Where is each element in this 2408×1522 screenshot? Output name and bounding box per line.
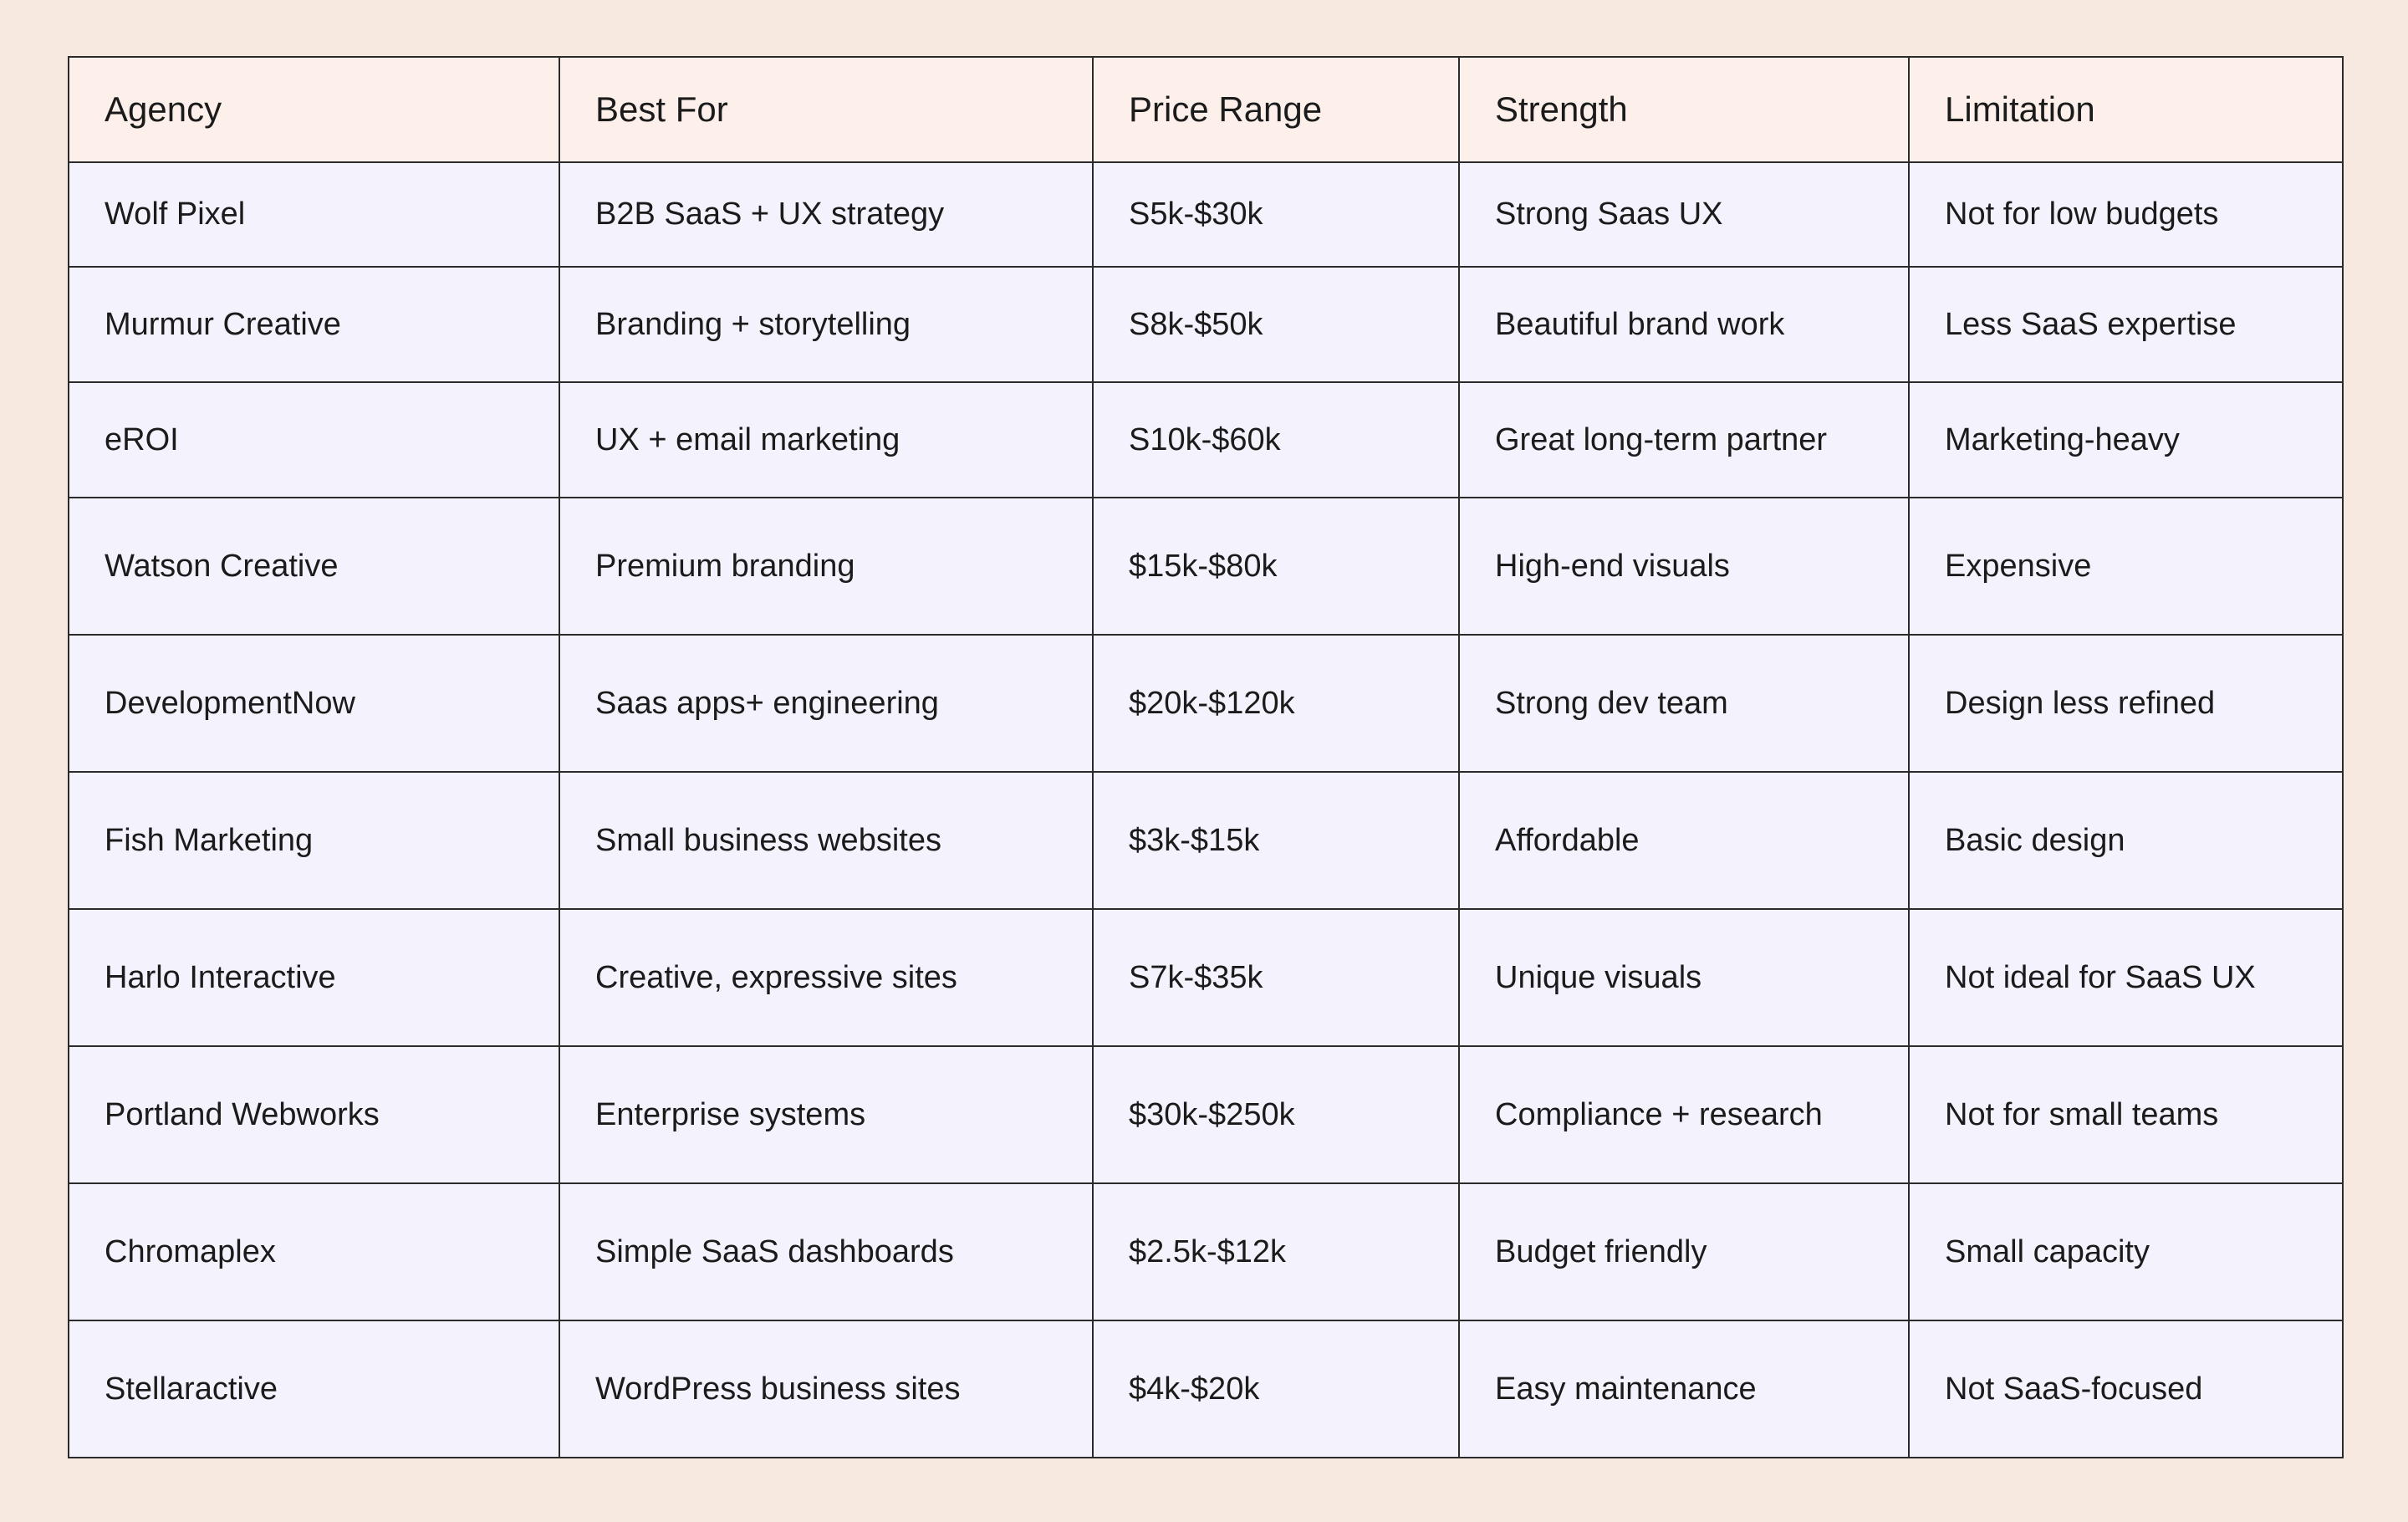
cell-best-for: B2B SaaS + UX strategy — [559, 161, 1094, 268]
cell-limitation: Not SaaS-focused — [1908, 1320, 2344, 1458]
cell-strength: Affordable — [1458, 771, 1910, 910]
cell-best-for: Creative, expressive sites — [559, 908, 1094, 1047]
cell-price-range: S8k-$50k — [1092, 266, 1460, 383]
cell-best-for: Small business websites — [559, 771, 1094, 910]
table-row: Stellaractive WordPress business sites $… — [68, 1320, 2344, 1458]
cell-agency: Fish Marketing — [68, 771, 560, 910]
cell-price-range: $3k-$15k — [1092, 771, 1460, 910]
cell-limitation: Less SaaS expertise — [1908, 266, 2344, 383]
cell-limitation: Small capacity — [1908, 1182, 2344, 1321]
table-row: Wolf Pixel B2B SaaS + UX strategy S5k-$3… — [68, 161, 2344, 268]
column-header-agency: Agency — [68, 56, 560, 163]
table-row: Harlo Interactive Creative, expressive s… — [68, 908, 2344, 1047]
cell-best-for: UX + email marketing — [559, 381, 1094, 498]
cell-price-range: S5k-$30k — [1092, 161, 1460, 268]
cell-limitation: Marketing-heavy — [1908, 381, 2344, 498]
cell-limitation: Not for small teams — [1908, 1045, 2344, 1184]
table-row: Murmur Creative Branding + storytelling … — [68, 266, 2344, 383]
cell-strength: Strong dev team — [1458, 634, 1910, 773]
cell-strength: Unique visuals — [1458, 908, 1910, 1047]
table-row: DevelopmentNow Saas apps+ engineering $2… — [68, 634, 2344, 773]
cell-agency: eROI — [68, 381, 560, 498]
column-header-price-range: Price Range — [1092, 56, 1460, 163]
table-row: Portland Webworks Enterprise systems $30… — [68, 1045, 2344, 1184]
cell-strength: High-end visuals — [1458, 497, 1910, 636]
cell-agency: Harlo Interactive — [68, 908, 560, 1047]
column-header-strength: Strength — [1458, 56, 1910, 163]
cell-limitation: Expensive — [1908, 497, 2344, 636]
cell-price-range: $30k-$250k — [1092, 1045, 1460, 1184]
cell-limitation: Not for low budgets — [1908, 161, 2344, 268]
cell-limitation: Not ideal for SaaS UX — [1908, 908, 2344, 1047]
cell-price-range: S10k-$60k — [1092, 381, 1460, 498]
cell-strength: Great long-term partner — [1458, 381, 1910, 498]
table-row: eROI UX + email marketing S10k-$60k Grea… — [68, 381, 2344, 498]
table-body: Wolf Pixel B2B SaaS + UX strategy S5k-$3… — [68, 161, 2344, 1458]
cell-agency: Portland Webworks — [68, 1045, 560, 1184]
cell-best-for: Saas apps+ engineering — [559, 634, 1094, 773]
agency-comparison-table: Agency Best For Price Range Strength Lim… — [68, 56, 2344, 1458]
cell-agency: Watson Creative — [68, 497, 560, 636]
cell-price-range: $4k-$20k — [1092, 1320, 1460, 1458]
cell-price-range: S7k-$35k — [1092, 908, 1460, 1047]
cell-strength: Strong Saas UX — [1458, 161, 1910, 268]
cell-strength: Beautiful brand work — [1458, 266, 1910, 383]
cell-agency: DevelopmentNow — [68, 634, 560, 773]
cell-strength: Budget friendly — [1458, 1182, 1910, 1321]
cell-strength: Easy maintenance — [1458, 1320, 1910, 1458]
cell-limitation: Design less refined — [1908, 634, 2344, 773]
column-header-limitation: Limitation — [1908, 56, 2344, 163]
cell-agency: Stellaractive — [68, 1320, 560, 1458]
table-row: Watson Creative Premium branding $15k-$8… — [68, 497, 2344, 636]
agency-comparison-table-wrapper: Agency Best For Price Range Strength Lim… — [68, 56, 2344, 1458]
cell-price-range: $15k-$80k — [1092, 497, 1460, 636]
cell-agency: Murmur Creative — [68, 266, 560, 383]
cell-best-for: Branding + storytelling — [559, 266, 1094, 383]
cell-best-for: Premium branding — [559, 497, 1094, 636]
table-row: Fish Marketing Small business websites $… — [68, 771, 2344, 910]
cell-limitation: Basic design — [1908, 771, 2344, 910]
cell-agency: Wolf Pixel — [68, 161, 560, 268]
cell-agency: Chromaplex — [68, 1182, 560, 1321]
cell-strength: Compliance + research — [1458, 1045, 1910, 1184]
column-header-best-for: Best For — [559, 56, 1094, 163]
cell-best-for: Enterprise systems — [559, 1045, 1094, 1184]
cell-best-for: Simple SaaS dashboards — [559, 1182, 1094, 1321]
cell-best-for: WordPress business sites — [559, 1320, 1094, 1458]
header-row: Agency Best For Price Range Strength Lim… — [68, 56, 2344, 163]
cell-price-range: $2.5k-$12k — [1092, 1182, 1460, 1321]
cell-price-range: $20k-$120k — [1092, 634, 1460, 773]
table-row: Chromaplex Simple SaaS dashboards $2.5k-… — [68, 1182, 2344, 1321]
table-header: Agency Best For Price Range Strength Lim… — [68, 56, 2344, 163]
